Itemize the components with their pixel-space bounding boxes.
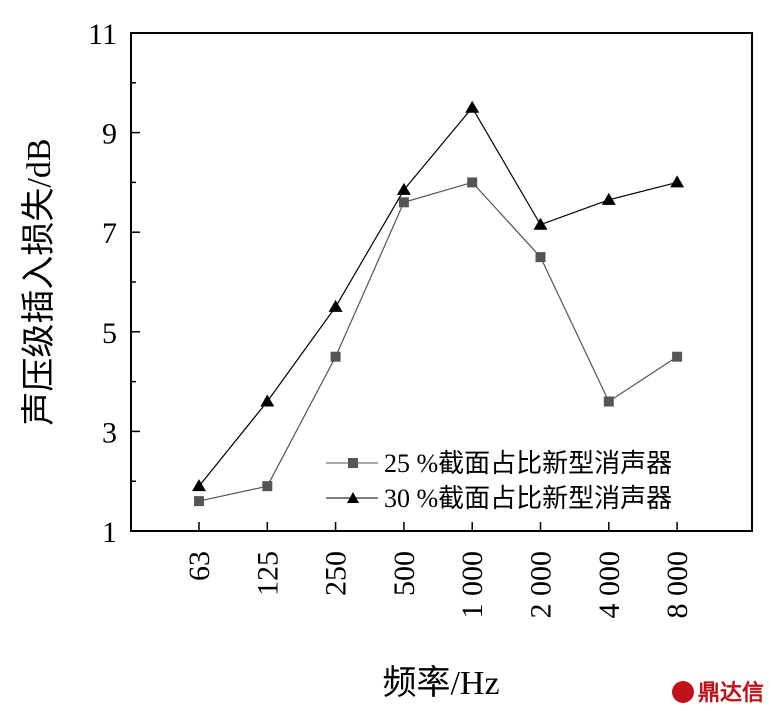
legend: 25 %截面占比新型消声器 30 %截面占比新型消声器 xyxy=(326,449,672,513)
x-axis-title: 频率/Hz xyxy=(382,664,499,702)
series-1-point xyxy=(398,197,409,208)
x-tick-label: 500 xyxy=(388,551,421,596)
legend-label-series-1: 25 %截面占比新型消声器 xyxy=(384,449,672,478)
series-1-point xyxy=(467,177,478,188)
x-tick-label: 250 xyxy=(320,551,353,596)
y-axis: 1 3 5 7 9 11 xyxy=(88,18,140,549)
x-tick-label: 63 xyxy=(183,551,216,581)
series-2-point xyxy=(465,100,480,113)
watermark-logo: 鼎达信 xyxy=(672,680,764,706)
y-tick-label: 1 xyxy=(102,516,117,549)
y-tick-label: 7 xyxy=(102,217,117,250)
y-tick-label: 3 xyxy=(102,416,117,449)
x-tick-label: 8 000 xyxy=(661,551,694,619)
legend-marker-series-1 xyxy=(348,458,358,468)
series-2-point xyxy=(670,175,685,188)
series-1-point xyxy=(535,252,546,263)
series-layer xyxy=(192,100,685,507)
y-tick-label: 9 xyxy=(102,118,117,151)
x-tick-label: 2 000 xyxy=(525,551,558,619)
y-axis-title: 声压级插入损失/dB xyxy=(20,138,58,425)
legend-marker-series-2 xyxy=(347,492,359,503)
series-2-point xyxy=(260,394,275,407)
y-tick-label: 5 xyxy=(102,317,117,350)
x-tick-label: 1 000 xyxy=(456,551,489,619)
x-axis: 63 125 250 500 1 000 2 000 4 000 8 000 xyxy=(183,522,694,619)
series-2-point xyxy=(328,299,343,312)
series-2-point xyxy=(601,192,616,205)
series-2-point xyxy=(192,479,206,492)
series-1-point xyxy=(603,396,614,407)
x-tick-label: 4 000 xyxy=(593,551,626,619)
series-1-point xyxy=(262,481,273,492)
series-line-2 xyxy=(198,106,678,487)
series-1-point xyxy=(330,351,341,362)
watermark-badge-icon xyxy=(672,681,694,703)
watermark-text: 鼎达信 xyxy=(698,680,764,706)
y-tick-label: 11 xyxy=(88,18,117,51)
series-1-point xyxy=(194,496,204,507)
x-tick-label: 125 xyxy=(251,551,284,596)
series-2-point xyxy=(396,182,411,195)
legend-label-series-2: 30 %截面占比新型消声器 xyxy=(384,484,672,513)
series-1-point xyxy=(672,351,683,362)
series-line-1 xyxy=(198,181,678,502)
series-2-point xyxy=(533,217,548,230)
